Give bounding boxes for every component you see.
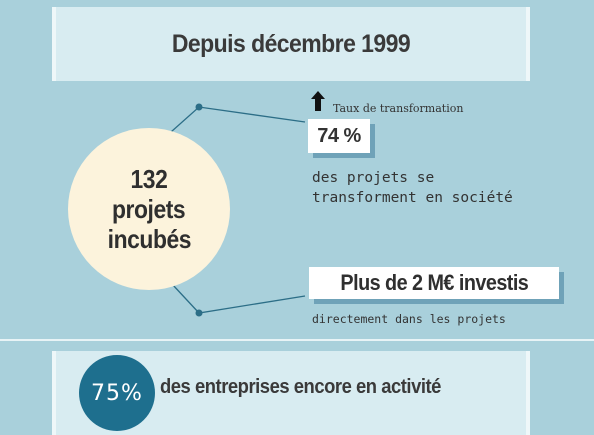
projects-label-2: incubés (107, 224, 191, 254)
transformation-description: des projets se transforment en société (312, 168, 562, 208)
activity-percent-circle: 75% (79, 355, 155, 431)
transformation-value: 74 % (308, 119, 370, 153)
header-band (52, 7, 530, 81)
transformation-desc-line1: des projets se (312, 170, 435, 186)
transformation-desc-line2: transforment en société (312, 190, 513, 206)
projects-label-1: projets (112, 194, 186, 224)
transformation-label: Taux de transformation (333, 102, 464, 115)
connector-bottom (171, 283, 306, 314)
connector-bottom-dot (195, 309, 203, 317)
arrow-up-icon (311, 91, 325, 111)
header-title: Depuis décembre 1999 (171, 29, 411, 58)
investment-subtitle: directement dans les projets (312, 312, 506, 326)
projects-circle: 132 projets incubés (68, 128, 230, 290)
divider (0, 339, 594, 341)
investment-value: Plus de 2 M€ investis (340, 270, 528, 295)
activity-text: des entreprises encore en activité (160, 376, 441, 398)
projects-count: 132 (130, 164, 168, 194)
connector-top-dot (195, 103, 203, 111)
investment-box: Plus de 2 M€ investis (309, 267, 559, 299)
activity-percent: 75% (91, 380, 143, 406)
